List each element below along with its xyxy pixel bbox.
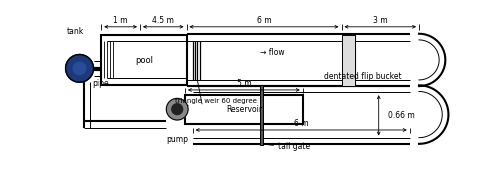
Text: pump: pump (166, 135, 188, 144)
Text: → flow: → flow (260, 49, 285, 57)
Text: 6 m: 6 m (294, 119, 308, 128)
Circle shape (166, 98, 188, 120)
Bar (260, 85, 263, 145)
Text: 3 m: 3 m (373, 16, 388, 25)
Text: tail gate: tail gate (278, 142, 310, 151)
Circle shape (66, 55, 94, 82)
Text: 5 m: 5 m (236, 79, 251, 88)
Text: pool: pool (135, 56, 153, 65)
Bar (101, 35, 186, 85)
Text: pipe: pipe (92, 79, 108, 88)
Text: 4.5 m: 4.5 m (152, 16, 174, 25)
Circle shape (74, 62, 86, 75)
Bar (185, 95, 303, 124)
Text: 1 m: 1 m (114, 16, 128, 25)
Text: triangle weir 60 degree: triangle weir 60 degree (175, 98, 257, 104)
Text: Reservoir: Reservoir (226, 105, 262, 114)
Text: 0.66 m: 0.66 m (388, 111, 415, 120)
Text: 6 m: 6 m (256, 16, 272, 25)
Circle shape (172, 104, 182, 115)
Text: tank: tank (67, 27, 84, 36)
Bar (342, 35, 355, 86)
Text: dentated flip bucket: dentated flip bucket (324, 72, 402, 80)
